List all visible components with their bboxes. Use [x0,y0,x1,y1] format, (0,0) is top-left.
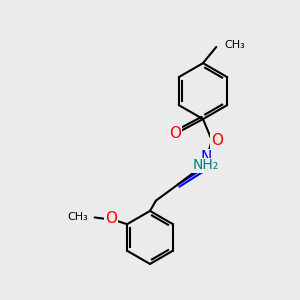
Text: CH₃: CH₃ [68,212,88,222]
Text: N: N [201,150,212,165]
Text: O: O [169,126,181,141]
Text: O: O [105,212,117,226]
Text: CH₃: CH₃ [224,40,245,50]
Text: O: O [211,134,223,148]
Text: NH₂: NH₂ [193,158,219,172]
